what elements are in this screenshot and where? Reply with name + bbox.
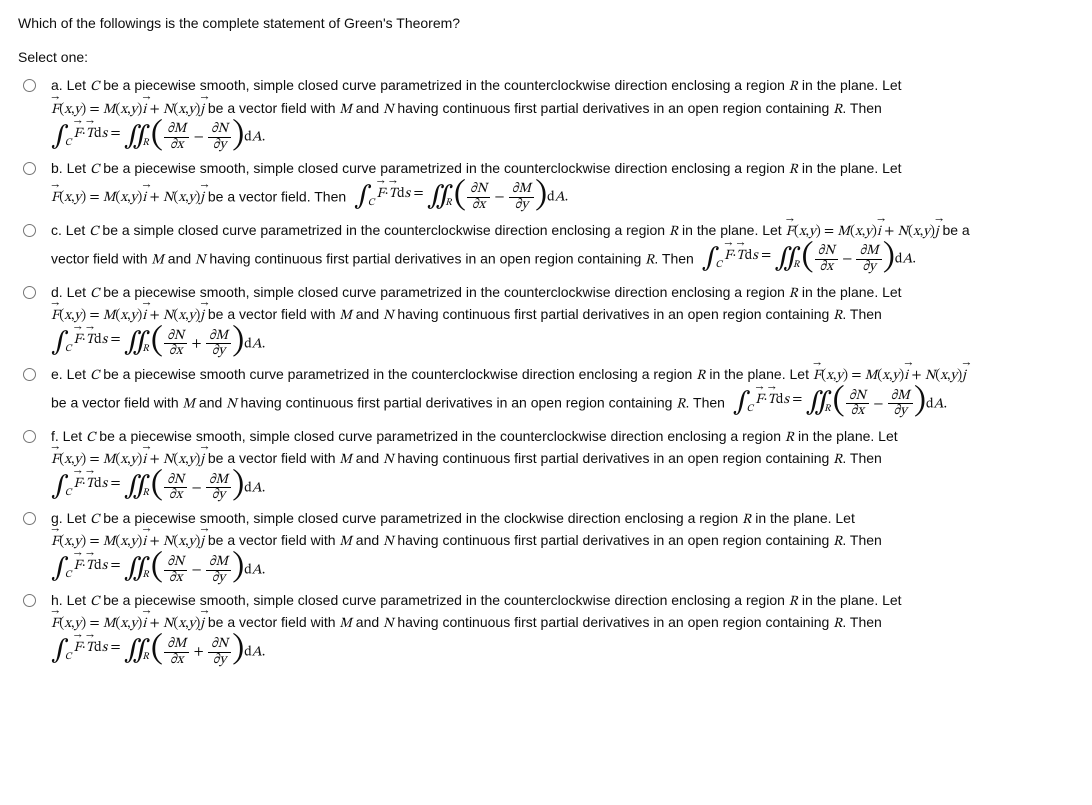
option-d-body: d. Let C be a piecewise smooth, simple c… — [51, 283, 1074, 361]
option-h-body: h. Let C be a piecewise smooth, simple c… — [51, 591, 1074, 669]
option-e-body: e. Let C be a piecewise smooth curve par… — [51, 365, 1074, 423]
option-label: a. — [51, 77, 63, 93]
option-label: d. — [51, 284, 63, 300]
question-text: Which of the followings is the complete … — [18, 14, 1074, 32]
option-b-body: b. Let C be a piecewise smooth, simple c… — [51, 159, 1074, 217]
option-c: c. Let C be a simple closed curve parame… — [18, 221, 1074, 279]
option-e: e. Let C be a piecewise smooth curve par… — [18, 365, 1074, 423]
option-label: c. — [51, 222, 62, 238]
option-a-body: a. Let C be a piecewise smooth, simple c… — [51, 76, 1074, 154]
option-f-radio[interactable] — [23, 430, 36, 443]
option-label: b. — [51, 160, 63, 176]
option-g-radio[interactable] — [23, 512, 36, 525]
option-f-body: f. Let C be a piecewise smooth, simple c… — [51, 427, 1074, 505]
option-c-body: c. Let C be a simple closed curve parame… — [51, 221, 1074, 279]
option-label: h. — [51, 592, 63, 608]
option-label: e. — [51, 366, 63, 382]
option-f: f. Let C be a piecewise smooth, simple c… — [18, 427, 1074, 505]
option-d-radio[interactable] — [23, 286, 36, 299]
option-c-radio[interactable] — [23, 224, 36, 237]
option-h-radio[interactable] — [23, 594, 36, 607]
option-label: g. — [51, 510, 63, 526]
select-one-label: Select one: — [18, 48, 1074, 66]
option-label: f. — [51, 428, 59, 444]
option-e-radio[interactable] — [23, 368, 36, 381]
option-a-radio[interactable] — [23, 79, 36, 92]
option-b: b. Let C be a piecewise smooth, simple c… — [18, 159, 1074, 217]
option-b-radio[interactable] — [23, 162, 36, 175]
option-h: h. Let C be a piecewise smooth, simple c… — [18, 591, 1074, 669]
option-d: d. Let C be a piecewise smooth, simple c… — [18, 283, 1074, 361]
option-g: g. Let C be a piecewise smooth, simple c… — [18, 509, 1074, 587]
option-g-body: g. Let C be a piecewise smooth, simple c… — [51, 509, 1074, 587]
option-a: a. Let C be a piecewise smooth, simple c… — [18, 76, 1074, 154]
